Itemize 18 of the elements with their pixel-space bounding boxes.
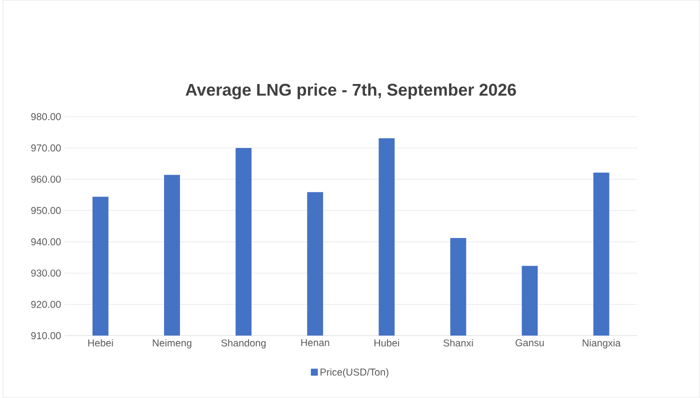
x-tick-label: Henan [301, 339, 330, 346]
x-tick-label: Gansu [516, 339, 544, 346]
x-tick-label: Niangxia [582, 339, 621, 349]
y-tick-label: 910.00 [31, 332, 61, 340]
y-tick-label: 930.00 [31, 270, 61, 277]
x-tick-label: Shanxi [443, 339, 473, 347]
x-tick-label: Hebei [88, 339, 113, 347]
chart-title: Average LNG price - 7th, September 2026 [186, 84, 516, 100]
y-tick-label: 970.00 [31, 144, 61, 152]
y-tick-label: 940.00 [31, 238, 61, 246]
x-tick-label: Neimeng [152, 339, 192, 349]
y-tick-label: 920.00 [31, 301, 61, 308]
x-tick-label: Hubei [374, 339, 399, 347]
legend-label: Price(USD/Ton) [320, 368, 388, 378]
y-tick-label: 980.00 [31, 113, 61, 120]
y-tick-label: 950.00 [31, 207, 61, 214]
x-tick-label: Shandong [221, 339, 266, 349]
y-tick-label: 960.00 [31, 176, 61, 183]
